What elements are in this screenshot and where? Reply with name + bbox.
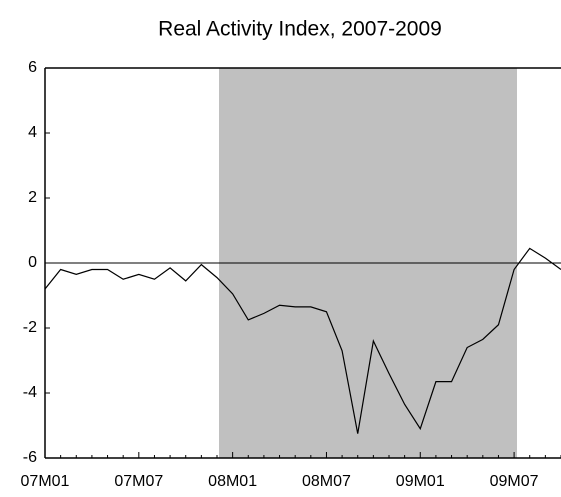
y-tick-label: 2 <box>28 189 37 206</box>
x-tick-label: 09M01 <box>396 473 445 490</box>
x-tick-label: 08M07 <box>302 473 351 490</box>
y-tick-label: 0 <box>28 254 37 271</box>
plot <box>45 247 561 434</box>
y-tick-label: -4 <box>23 384 37 401</box>
data-line <box>45 247 561 434</box>
y-tick-label: 4 <box>28 124 37 141</box>
x-tick-label: 09M07 <box>490 473 539 490</box>
x-tick-label: 07M01 <box>21 473 70 490</box>
y-tick-label: 6 <box>28 59 37 76</box>
x-tick-label: 08M01 <box>208 473 257 490</box>
x-tick-label: 07M07 <box>114 473 163 490</box>
chart-title: Real Activity Index, 2007-2009 <box>158 18 442 41</box>
y-tick-label: -2 <box>23 319 37 336</box>
y-tick-label: -6 <box>23 449 37 466</box>
